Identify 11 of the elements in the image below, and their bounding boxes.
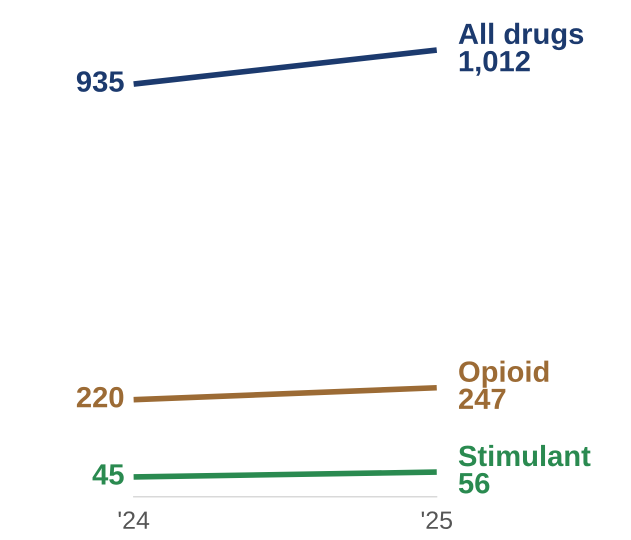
- x-tick-label: '24: [118, 511, 150, 529]
- data-label: 220: [76, 386, 124, 408]
- data-label: 56: [458, 472, 490, 494]
- series-label: Opioid: [459, 360, 548, 388]
- data-label: 935: [76, 71, 124, 92]
- series-label: Stimulant: [458, 444, 590, 466]
- data-label: 45: [92, 464, 124, 485]
- data-label: 1,012: [460, 50, 530, 76]
- data-label: 247: [458, 388, 506, 409]
- x-tick-label: '25: [422, 511, 452, 530]
- series-label: All drugs: [458, 22, 584, 50]
